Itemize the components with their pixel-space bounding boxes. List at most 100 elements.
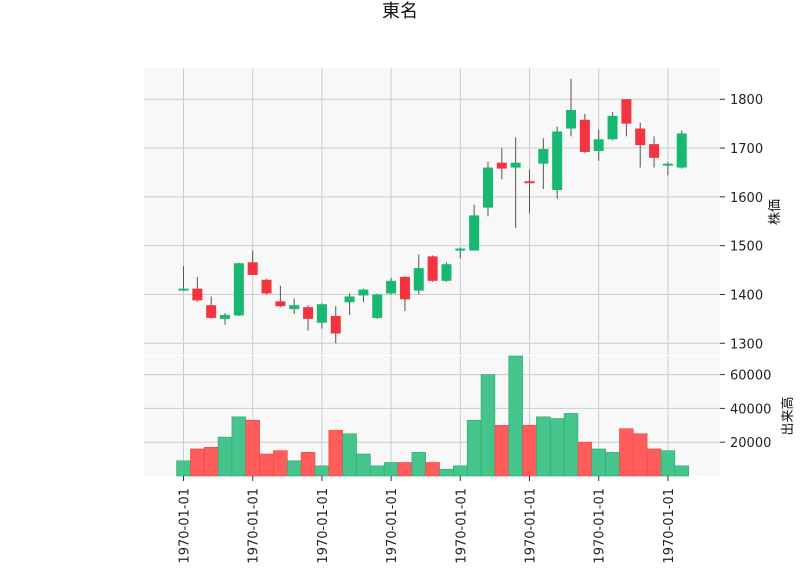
candle-body <box>261 279 272 294</box>
candle-body <box>386 280 397 294</box>
candle-body <box>538 149 549 164</box>
volume-bar <box>286 460 302 477</box>
price-axis-label: 株価 <box>768 199 783 225</box>
candles <box>178 78 687 344</box>
volume-bar <box>411 452 426 477</box>
candle-body <box>552 131 563 191</box>
candle-body <box>399 276 410 300</box>
x-tick-label: 1970-01-01 <box>662 488 677 564</box>
x-tick-label: 1970-01-01 <box>593 488 608 564</box>
x-tick-label: 1970-01-01 <box>316 488 331 564</box>
price-tick-label: 1400 <box>730 288 763 303</box>
candle-body <box>649 144 660 158</box>
candle-body <box>496 162 507 169</box>
vertical-gridlines <box>183 68 669 476</box>
volume-bar <box>203 446 219 477</box>
volume-bar <box>632 433 648 477</box>
volume-bar <box>453 465 468 477</box>
chart-title: 東名 <box>382 1 418 22</box>
volume-bar <box>356 453 371 477</box>
x-tick-label: 1970-01-01 <box>178 488 193 564</box>
volume-bar <box>300 452 316 477</box>
volume-bar <box>563 413 579 477</box>
volume-bar <box>328 430 343 477</box>
candle-body <box>427 256 438 281</box>
x-tick-label: 1970-01-01 <box>385 488 400 564</box>
candle-body <box>413 268 424 291</box>
candle-body <box>330 315 341 334</box>
volume-bar <box>646 448 662 477</box>
volume-bar <box>425 462 440 477</box>
volume-bar <box>314 465 330 477</box>
volume-bar <box>536 416 551 477</box>
candle-body <box>247 262 258 275</box>
volume-bar <box>383 462 399 477</box>
volume-tick-label: 60000 <box>730 369 771 384</box>
candle-body <box>593 139 604 151</box>
volume-bar <box>231 416 247 477</box>
candle-body <box>344 296 355 303</box>
volume-bar <box>605 452 620 477</box>
volume-bar <box>370 465 385 477</box>
price-tick-label: 1700 <box>730 142 763 157</box>
candle-body <box>178 288 189 291</box>
volume-bar <box>190 448 205 477</box>
candle-body <box>441 264 452 281</box>
candle-body <box>510 162 521 168</box>
candle-body <box>192 288 203 301</box>
candle-body <box>469 215 480 251</box>
volume-bar <box>494 424 510 477</box>
candle-body <box>275 301 286 307</box>
volume-bar <box>619 428 634 477</box>
volume-bar <box>674 465 689 477</box>
volume-bar <box>549 418 565 477</box>
volume-bar <box>439 468 454 477</box>
volume-bar <box>522 424 537 477</box>
candle-body <box>303 307 314 319</box>
candle-body <box>621 99 632 124</box>
price-tick-label: 1800 <box>730 93 763 108</box>
volume-tick-label: 40000 <box>730 402 771 417</box>
volume-bar <box>577 441 593 477</box>
volume-bar <box>217 436 233 477</box>
volume-bar <box>466 419 482 477</box>
price-axis-ticks: 1300 1400 1500 1600 1700 1800 <box>720 93 763 352</box>
candle-body <box>358 289 369 296</box>
volume-bar <box>273 450 288 477</box>
volume-bar <box>480 374 496 477</box>
price-tick-label: 1300 <box>730 337 763 352</box>
x-tick-label: 1970-01-01 <box>524 488 539 564</box>
volume-bars <box>176 355 689 477</box>
candle-body <box>579 119 590 152</box>
candle-body <box>566 109 577 129</box>
volume-axis-label: 出来高 <box>780 396 796 435</box>
candle-body <box>482 167 493 208</box>
volume-axis-ticks: 20000 40000 60000 <box>720 369 771 451</box>
candle-body <box>206 305 217 318</box>
candle-body <box>524 181 535 184</box>
volume-bar <box>342 433 357 477</box>
candle-body <box>220 314 231 319</box>
volume-bar <box>508 355 523 477</box>
candle-body <box>372 294 383 318</box>
x-axis-ticks: 1970-01-01 1970-01-01 1970-01-01 1970-01-01… <box>178 476 677 564</box>
candle-body <box>635 128 646 146</box>
volume-tick-label: 20000 <box>730 436 771 451</box>
candle-body <box>233 263 244 316</box>
candle-body <box>676 133 687 168</box>
candle-body <box>607 115 618 140</box>
price-tick-label: 1500 <box>730 240 763 255</box>
volume-bar <box>259 453 274 477</box>
candle-body <box>455 248 466 251</box>
price-panel-background <box>144 68 720 355</box>
volume-bar <box>397 462 413 477</box>
x-tick-label: 1970-01-01 <box>454 488 469 564</box>
candle-body <box>289 305 300 310</box>
x-tick-label: 1970-01-01 <box>247 488 262 564</box>
volume-bar <box>591 448 606 477</box>
candle-body <box>662 163 673 166</box>
volume-bar <box>176 460 191 477</box>
candle-body <box>316 304 327 323</box>
volume-bar <box>660 450 676 477</box>
